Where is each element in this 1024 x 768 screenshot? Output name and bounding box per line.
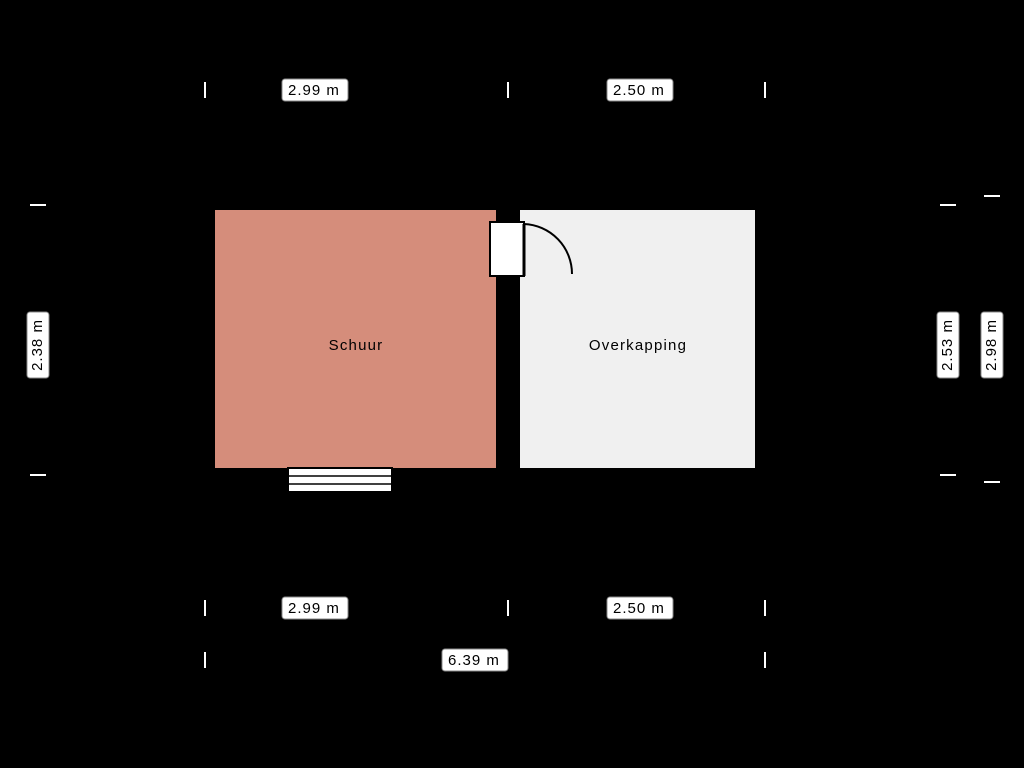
room-schuur-label: Schuur (329, 337, 384, 354)
svg-text:6.39 m: 6.39 m (448, 652, 500, 669)
svg-text:2.53 m: 2.53 m (939, 319, 956, 371)
svg-text:2.99 m: 2.99 m (288, 82, 340, 99)
room-overkapping: Overkapping (506, 196, 770, 482)
dim-top-left: 2.99 m (282, 79, 348, 101)
rooms: Schuur Overkapping (200, 196, 770, 482)
window-schuur-bottom (288, 468, 392, 492)
dim-right-outer: 2.98 m (981, 312, 1003, 378)
svg-text:2.50 m: 2.50 m (613, 600, 665, 617)
dim-right-inner: 2.53 m (937, 312, 959, 378)
floorplan-canvas: Schuur Overkapping (0, 0, 1024, 768)
room-schuur: Schuur (200, 196, 510, 482)
svg-text:2.98 m: 2.98 m (983, 319, 1000, 371)
svg-text:2.50 m: 2.50 m (613, 82, 665, 99)
dim-bot-total: 6.39 m (442, 649, 508, 671)
dim-bot-right: 2.50 m (607, 597, 673, 619)
dim-bot-left: 2.99 m (282, 597, 348, 619)
svg-text:2.38 m: 2.38 m (29, 319, 46, 371)
svg-text:2.99 m: 2.99 m (288, 600, 340, 617)
dim-left: 2.38 m (27, 312, 49, 378)
dim-top-right: 2.50 m (607, 79, 673, 101)
room-overkapping-label: Overkapping (589, 337, 687, 354)
